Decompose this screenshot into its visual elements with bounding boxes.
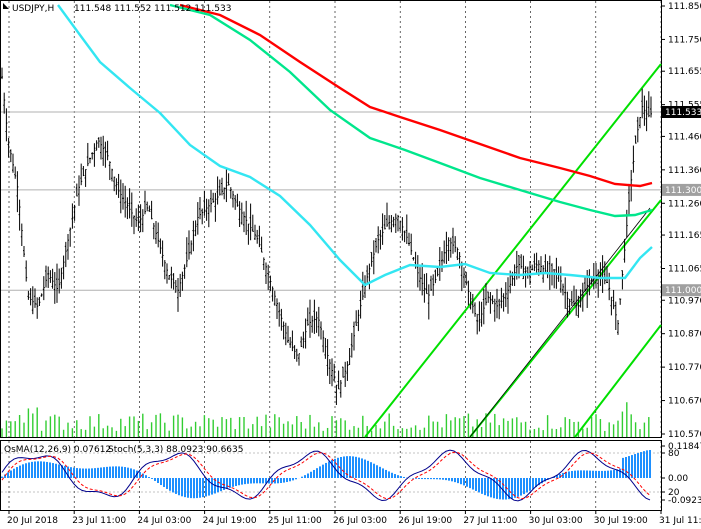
time-axis: 20 Jul 2018 23 Jul 11:00 24 Jul 03:00 24 Ju… bbox=[7, 510, 701, 526]
time-label: 24 Jul 19:00 bbox=[203, 516, 257, 526]
level-tag-text: 111.300 bbox=[665, 186, 701, 196]
time-label: 30 Jul 03:00 bbox=[529, 516, 583, 526]
osc-label: 20 bbox=[668, 488, 680, 498]
symbol-title: USDJPY,H bbox=[12, 4, 54, 14]
time-label: 24 Jul 03:00 bbox=[137, 516, 191, 526]
ma-line-green bbox=[169, 3, 653, 218]
time-label: 25 Jul 11:00 bbox=[268, 516, 322, 526]
price-highlights: 111.533 111.300 111.000 bbox=[662, 105, 701, 297]
ma-line-cyan bbox=[57, 4, 653, 287]
osc-label: 0.00 bbox=[668, 474, 688, 484]
sub-panel-frame bbox=[0, 440, 662, 511]
collapse-arrow-icon[interactable] bbox=[3, 3, 9, 9]
price-label: 110.570 bbox=[668, 430, 701, 440]
time-label: 26 Jul 03:00 bbox=[333, 516, 387, 526]
stoch-main-line bbox=[1, 449, 651, 502]
time-label: 27 Jul 11:00 bbox=[463, 516, 517, 526]
oscillator-axis: 0.1184780 0.00 20-0.09235 bbox=[661, 442, 701, 506]
level-tag-text: 111.000 bbox=[665, 286, 701, 296]
price-label: 111.065 bbox=[668, 264, 701, 274]
main-panel-frame bbox=[0, 0, 662, 438]
price-label: 111.655 bbox=[668, 67, 701, 77]
channel-line bbox=[469, 199, 662, 438]
moving-averages bbox=[57, 3, 653, 287]
price-label: 110.770 bbox=[668, 363, 701, 373]
price-bars bbox=[1, 67, 652, 406]
price-label: 110.970 bbox=[668, 296, 701, 306]
trend-line bbox=[469, 207, 651, 438]
osc-label: -0.09235 bbox=[668, 496, 701, 506]
level-tag bbox=[662, 183, 701, 196]
osma-title: OsMA(12,26,9) 0.07612 bbox=[4, 445, 111, 455]
osc-label: 80 bbox=[668, 449, 680, 459]
oscillator-plots bbox=[1, 449, 661, 502]
price-label: 111.260 bbox=[668, 199, 701, 209]
time-label: 20 Jul 2018 bbox=[7, 516, 58, 526]
price-label: 110.870 bbox=[668, 330, 701, 340]
time-label: 30 Jul 19:00 bbox=[594, 516, 648, 526]
price-label: 111.850 bbox=[668, 2, 701, 12]
time-label: 23 Jul 11:00 bbox=[72, 516, 126, 526]
price-label: 111.750 bbox=[668, 35, 701, 45]
trend-channel bbox=[364, 63, 662, 438]
time-label: 31 Jul 11:00 bbox=[659, 516, 701, 526]
price-label: 110.670 bbox=[668, 397, 701, 407]
stoch-signal-line bbox=[1, 451, 651, 500]
level-tag bbox=[662, 105, 701, 118]
osc-label: 0.11847 bbox=[668, 442, 701, 452]
price-axis: 111.850 111.750 111.655 111.555 111.460 111.3… bbox=[661, 2, 701, 440]
channel-line bbox=[364, 63, 662, 438]
ma-line-red bbox=[179, 3, 653, 188]
time-label: 26 Jul 19:00 bbox=[398, 516, 452, 526]
price-label: 111.360 bbox=[668, 166, 701, 176]
level-tag bbox=[662, 284, 701, 297]
price-label: 111.555 bbox=[668, 101, 701, 111]
stoch-title: Stoch(5,3,3) 88.0923 90.6635 bbox=[108, 445, 243, 455]
level-tag-text: 111.533 bbox=[665, 108, 701, 118]
price-label: 111.165 bbox=[668, 231, 701, 241]
price-label: 111.460 bbox=[668, 132, 701, 142]
channel-line bbox=[574, 324, 662, 438]
ohlc-readout: 111.548 111.552 111.512 111.533 bbox=[74, 4, 231, 14]
